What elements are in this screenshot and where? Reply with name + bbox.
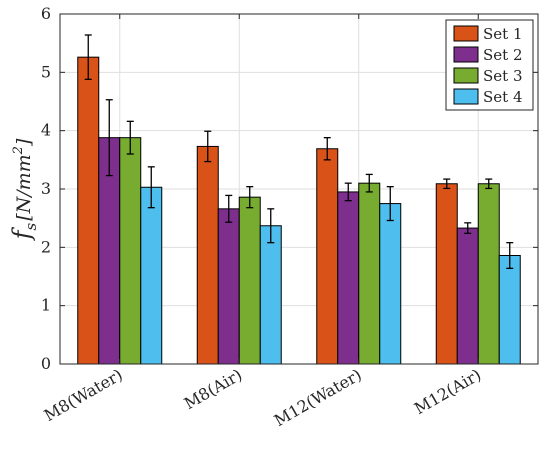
bar: [337, 191, 360, 365]
legend-label: Set 1: [483, 25, 523, 43]
y-label-unit: [N/mm: [13, 154, 35, 220]
y-tick-label: 2: [41, 237, 51, 256]
y-tick-label: 5: [41, 62, 51, 81]
bar: [238, 196, 261, 365]
bar: [217, 208, 240, 365]
legend-swatch: [453, 46, 479, 63]
x-tick-label: M8(Air): [181, 365, 245, 413]
y-tick-label: 3: [41, 179, 51, 198]
legend-swatch: [453, 88, 479, 105]
y-tick-label: 6: [41, 4, 51, 23]
y-tick-label: 4: [41, 121, 51, 140]
y-tick-label: 0: [41, 354, 51, 373]
y-tick-label: 1: [41, 296, 51, 315]
bar: [316, 148, 339, 365]
bar: [379, 203, 402, 365]
bar: [77, 56, 100, 365]
bar: [358, 182, 381, 365]
x-tick-label: M8(Water): [41, 365, 126, 425]
y-label-unit-close: ]: [13, 138, 35, 147]
error-bars: [84, 34, 514, 269]
bar: [119, 137, 142, 365]
bar: [435, 183, 458, 365]
bar: [196, 145, 219, 365]
legend-swatch: [453, 25, 479, 42]
y-label-unit-superscript: 2: [11, 146, 26, 155]
legend-swatch: [453, 67, 479, 84]
bar: [456, 227, 479, 365]
legend-label: Set 3: [483, 67, 523, 85]
x-tick-label: M12(Water): [271, 365, 365, 430]
bar: [498, 255, 521, 365]
legend: Set 1 Set 2 Set 3 Set 4: [445, 19, 534, 111]
legend-label: Set 4: [483, 88, 523, 106]
bars: [77, 56, 521, 365]
bar: [140, 186, 163, 365]
bar: [259, 225, 282, 365]
bar: [477, 183, 500, 365]
legend-label: Set 2: [483, 46, 523, 64]
y-label-subscript: s: [22, 223, 40, 231]
x-tick-label: M12(Air): [411, 365, 484, 418]
y-axis-label: fs[N/mm2]: [8, 138, 40, 241]
